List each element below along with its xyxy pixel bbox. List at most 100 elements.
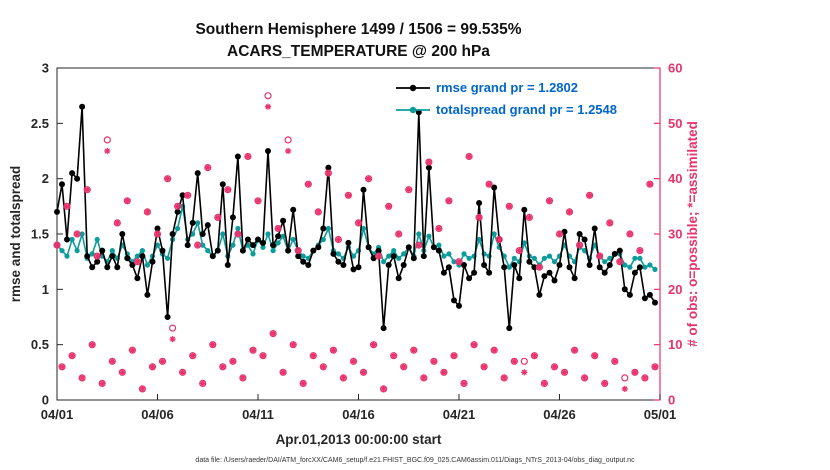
totalspread-point: [69, 236, 75, 243]
rmse-point: [631, 269, 638, 276]
rmse-point: [255, 236, 261, 243]
y-tick-label-right: 40: [668, 171, 682, 186]
rmse-point: [159, 247, 166, 254]
totalspread-point: [165, 255, 171, 261]
rmse-point: [239, 247, 246, 254]
totalspread-point: [416, 231, 422, 237]
rmse-point: [390, 253, 397, 260]
x-tick-label: 05/01: [644, 407, 677, 422]
rmse-point: [300, 258, 307, 265]
chart-title-line2: ACARS_TEMPERATURE @ 200 hPa: [227, 43, 490, 60]
totalspread-point: [531, 255, 538, 261]
rmse-point: [59, 181, 65, 188]
rmse-point: [265, 148, 271, 154]
obs-possible-marker: [103, 136, 111, 144]
totalspread-point: [551, 259, 558, 265]
rmse-point: [491, 184, 498, 191]
y-tick-label-left: 1.5: [31, 227, 49, 242]
rmse-point: [149, 258, 156, 265]
legend: rmse grand pr = 1.2802 totalspread grand…: [396, 80, 617, 117]
rmse-point: [275, 233, 282, 240]
data-file-caption: data file: /Users/raeder/DAI/ATM_forcXX/…: [195, 457, 635, 464]
rmse-point: [586, 262, 593, 268]
totalspread-point: [441, 253, 447, 259]
y-axis-label-right: # of obs: o=possible; *=assimilated: [685, 121, 700, 347]
y-tick-label-left: 1: [42, 282, 49, 297]
rmse-point: [64, 236, 70, 243]
y-tick-label-right: 20: [668, 282, 682, 297]
rmse-point: [410, 255, 417, 262]
x-tick-label: 04/11: [242, 407, 274, 422]
totalspread-point: [607, 255, 613, 261]
rmse-point: [440, 269, 447, 276]
rmse-point: [466, 275, 473, 282]
legend-dot-rmse-icon: [409, 84, 417, 92]
totalspread-point: [521, 240, 527, 246]
totalspread-point: [350, 253, 357, 259]
rmse-point: [646, 291, 653, 298]
rmse-point: [104, 264, 111, 271]
rmse-point: [435, 247, 442, 254]
rmse-point: [486, 269, 493, 276]
rmse-point: [199, 231, 206, 237]
legend-entry-rmse: rmse grand pr = 1.2802: [396, 80, 578, 95]
totalspread-point: [476, 236, 482, 243]
legend-label-rmse: rmse grand pr = 1.2802: [436, 80, 578, 95]
totalspread-point: [220, 231, 226, 237]
rmse-point: [224, 262, 231, 268]
rmse-point: [260, 239, 266, 246]
y-tick-label-left: 3: [42, 61, 49, 76]
obs-possible-marker: [169, 324, 177, 332]
rmse-point: [315, 244, 322, 251]
rmse-point: [355, 264, 362, 271]
totalspread-point: [265, 231, 271, 237]
rmse-point: [174, 208, 181, 215]
y-tick-label-left: 2.5: [31, 116, 49, 131]
totalspread-point: [79, 231, 85, 237]
axes-box: [56, 67, 661, 401]
obs-possible-marker: [621, 374, 629, 382]
x-axis-label: Apr.01,2013 00:00:00 start: [276, 432, 442, 447]
y-tick-label-left: 2: [42, 171, 49, 186]
rmse-point: [219, 181, 226, 188]
totalspread-point: [175, 225, 181, 232]
rmse-point: [576, 231, 583, 237]
totalspread-point: [200, 242, 206, 248]
totalspread-point: [436, 242, 442, 248]
x-tick-label: 04/01: [41, 407, 74, 422]
y-tick-label-right: 0: [668, 393, 675, 408]
rmse-point: [571, 275, 578, 282]
totalspread-point: [280, 233, 286, 239]
rmse-point: [395, 275, 402, 282]
totalspread-point: [154, 242, 161, 248]
rmse-point: [184, 242, 191, 249]
rmse-point: [536, 291, 543, 298]
x-tick-label: 04/16: [342, 407, 375, 422]
totalspread-point: [506, 264, 512, 270]
rmse-point: [471, 269, 478, 276]
totalspread-point: [602, 259, 608, 265]
rmse-point: [456, 302, 462, 309]
totalspread-point: [652, 266, 658, 272]
totalspread-point: [622, 262, 628, 268]
x-tick-label: 04/06: [141, 407, 174, 422]
rmse-point: [606, 262, 613, 268]
rmse-point: [290, 206, 297, 213]
totalspread-point: [391, 248, 397, 254]
rmse-point: [209, 253, 216, 260]
rmse-point: [551, 277, 558, 284]
totalspread-point: [300, 253, 306, 259]
rmse-point: [320, 225, 327, 232]
y-tick-label-right: 50: [668, 116, 682, 131]
obs-possible-marker: [264, 92, 272, 100]
rmse-point: [69, 170, 76, 177]
rmse-point: [526, 258, 533, 265]
y-tick-label-left: 0.5: [31, 337, 49, 352]
rmse-point: [325, 164, 332, 171]
totalspread-point: [396, 255, 402, 261]
totalspread-point: [426, 233, 432, 239]
totalspread-point: [642, 264, 648, 270]
rmse-point: [652, 299, 658, 306]
rmse-point: [581, 236, 588, 243]
